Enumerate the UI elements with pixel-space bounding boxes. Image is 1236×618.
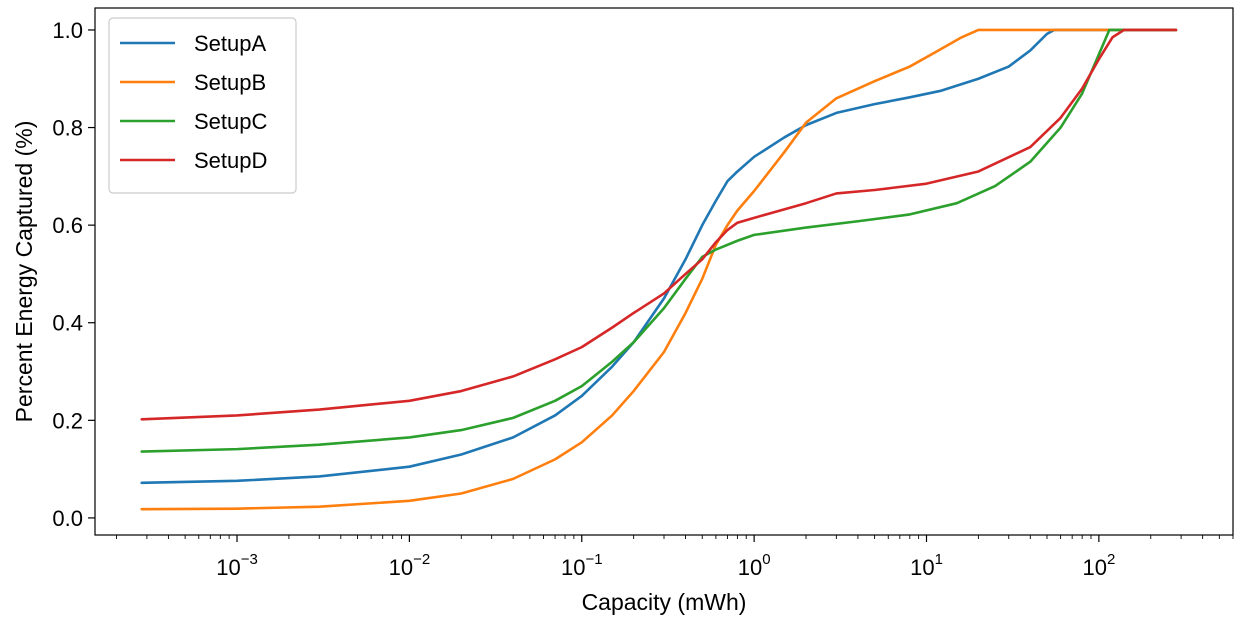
legend: SetupA SetupB SetupC SetupD	[108, 17, 297, 194]
series-line-setupa	[140, 28, 1178, 485]
y-tick-label: 0.2	[52, 408, 83, 433]
y-axis: 0.0 0.2 0.4 0.6 0.8 1.0	[52, 18, 95, 531]
y-tick-label: 0.6	[52, 213, 83, 238]
y-tick-label: 0.4	[52, 311, 83, 336]
legend-label-setupc: SetupC	[194, 109, 267, 134]
x-tick-label: 10−2	[389, 551, 431, 580]
lines-layer	[140, 28, 1178, 511]
x-tick-label: 102	[1082, 551, 1115, 580]
legend-label-setupa: SetupA	[194, 31, 266, 56]
x-tick-label: 10−3	[216, 551, 258, 580]
x-tick-label: 10−1	[561, 551, 603, 580]
x-tick-label: 101	[910, 551, 943, 580]
x-axis-title: Capacity (mWh)	[582, 589, 747, 615]
legend-label-setupb: SetupB	[194, 70, 266, 95]
y-axis-title: Percent Energy Captured (%)	[11, 121, 37, 423]
legend-box	[108, 17, 297, 194]
y-tick-label: 0.0	[52, 506, 83, 531]
y-tick-label: 0.8	[52, 116, 83, 141]
series-line-setupc	[140, 28, 1178, 453]
x-axis: 10−3 10−2 10−1 100 101 102	[116, 535, 1234, 580]
series-line-setupb	[140, 28, 1178, 511]
x-tick-label: 100	[738, 551, 771, 580]
series-line-setupd	[140, 28, 1178, 421]
y-tick-label: 1.0	[52, 18, 83, 43]
legend-label-setupd: SetupD	[194, 148, 267, 173]
